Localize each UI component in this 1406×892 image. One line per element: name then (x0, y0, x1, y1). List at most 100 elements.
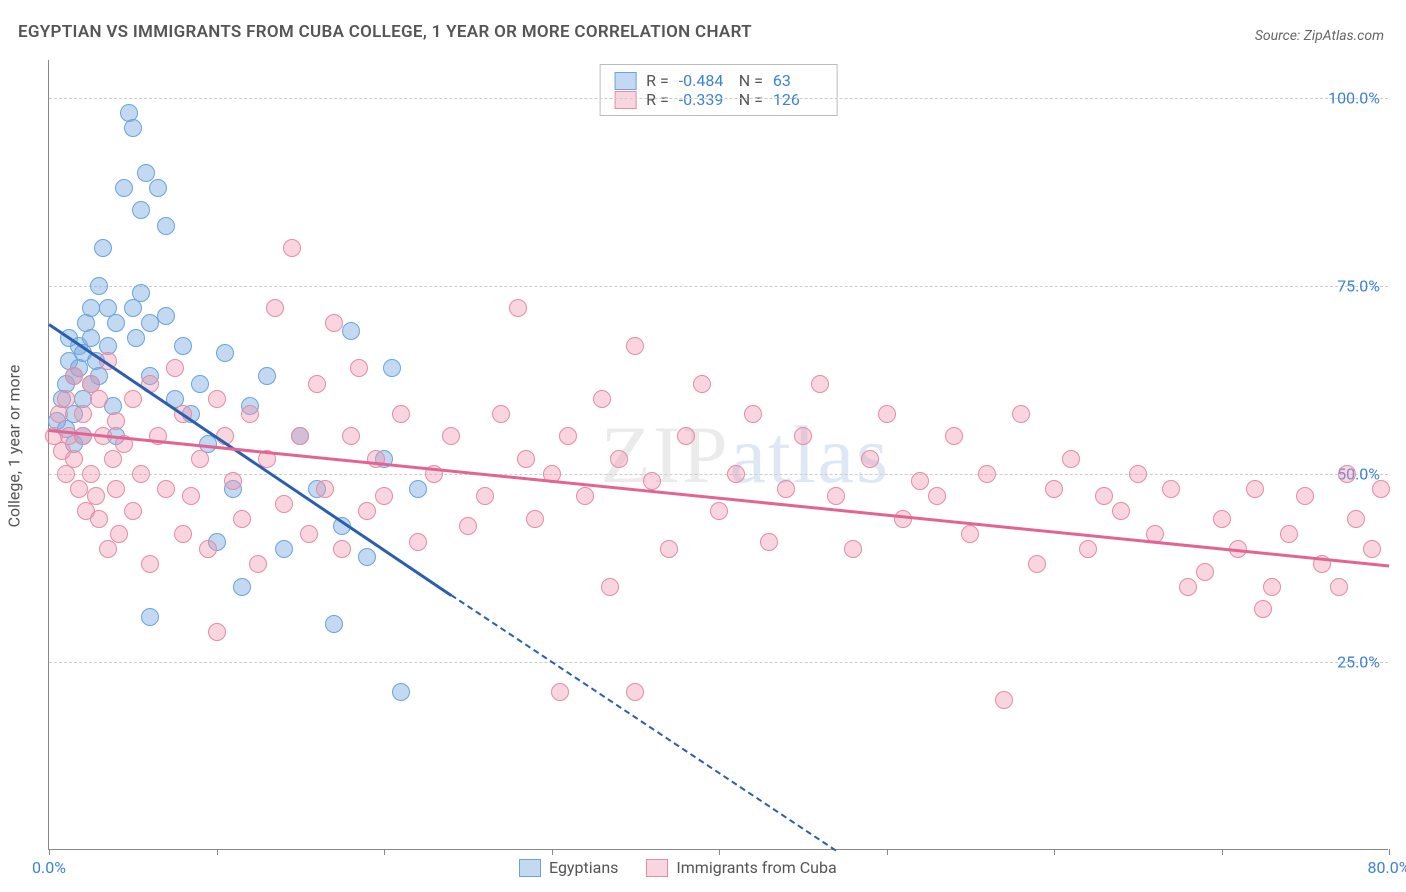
data-point (995, 691, 1013, 709)
data-point (1129, 465, 1147, 483)
data-point (132, 465, 150, 483)
data-point (308, 375, 326, 393)
data-point (275, 495, 293, 513)
stat-n-value: 63 (773, 71, 823, 90)
data-point (1112, 502, 1130, 520)
data-point (157, 307, 175, 325)
data-point (409, 533, 427, 551)
data-point (224, 472, 242, 490)
data-point (811, 375, 829, 393)
legend-swatch-icon (646, 859, 668, 877)
data-point (517, 450, 535, 468)
data-point (90, 390, 108, 408)
data-point (593, 390, 611, 408)
data-point (191, 450, 209, 468)
x-tick (719, 849, 720, 855)
x-tick (1222, 849, 1223, 855)
data-point (409, 480, 427, 498)
data-point (626, 337, 644, 355)
data-point (601, 578, 619, 596)
data-point (65, 450, 83, 468)
data-point (157, 217, 175, 235)
chart-title: EGYPTIAN VS IMMIGRANTS FROM CUBA COLLEGE… (18, 22, 752, 42)
data-point (459, 517, 477, 535)
data-point (166, 359, 184, 377)
data-point (744, 405, 762, 423)
stat-label: N = (739, 90, 763, 109)
data-point (1196, 563, 1214, 581)
gridline (49, 662, 1388, 663)
watermark: ZIPatlas (601, 408, 890, 502)
y-tick-label: 100.0% (1328, 88, 1380, 107)
trend-line-extrapolated (450, 594, 836, 851)
stats-row: R = -0.484 N = 63 (614, 71, 823, 90)
data-point (350, 359, 368, 377)
data-point (104, 450, 122, 468)
x-axis-min-label: 0.0% (32, 858, 66, 877)
data-point (316, 480, 334, 498)
data-point (124, 119, 142, 137)
data-point (107, 412, 125, 430)
data-point (693, 375, 711, 393)
data-point (945, 427, 963, 445)
data-point (127, 329, 145, 347)
data-point (266, 299, 284, 317)
data-point (1363, 540, 1381, 558)
stat-label: R = (646, 90, 669, 109)
data-point (333, 540, 351, 558)
data-point (110, 525, 128, 543)
data-point (760, 533, 778, 551)
x-tick (49, 849, 50, 855)
source-label: Source: ZipAtlas.com (1255, 28, 1384, 44)
stat-r-value: -0.339 (679, 90, 729, 109)
data-point (1254, 600, 1272, 618)
data-point (241, 405, 259, 423)
legend-swatch-icon (614, 91, 636, 109)
data-point (82, 465, 100, 483)
data-point (492, 405, 510, 423)
data-point (1296, 487, 1314, 505)
legend-item: Immigrants from Cuba (646, 858, 836, 877)
data-point (626, 683, 644, 701)
data-point (87, 487, 105, 505)
data-point (107, 480, 125, 498)
data-point (844, 540, 862, 558)
data-point (141, 314, 159, 332)
data-point (82, 299, 100, 317)
data-point (1347, 510, 1365, 528)
data-point (283, 239, 301, 257)
legend-swatch-icon (614, 72, 636, 90)
data-point (1372, 480, 1390, 498)
data-point (65, 367, 83, 385)
data-point (576, 487, 594, 505)
data-point (124, 502, 142, 520)
data-point (208, 390, 226, 408)
legend-swatch-icon (519, 859, 541, 877)
data-point (258, 367, 276, 385)
data-point (827, 487, 845, 505)
data-point (1330, 578, 1348, 596)
y-tick-label: 25.0% (1337, 652, 1380, 671)
x-tick (1054, 849, 1055, 855)
data-point (961, 525, 979, 543)
x-tick (384, 849, 385, 855)
data-point (291, 427, 309, 445)
data-point (878, 405, 896, 423)
data-point (233, 578, 251, 596)
data-point (99, 540, 117, 558)
data-point (208, 623, 226, 641)
data-point (375, 487, 393, 505)
data-point (1162, 480, 1180, 498)
data-point (191, 375, 209, 393)
data-point (392, 683, 410, 701)
data-point (794, 427, 812, 445)
data-point (149, 179, 167, 197)
data-point (174, 337, 192, 355)
data-point (94, 239, 112, 257)
x-tick (552, 849, 553, 855)
data-point (643, 472, 661, 490)
data-point (115, 179, 133, 197)
data-point (141, 555, 159, 573)
data-point (199, 540, 217, 558)
data-point (1095, 487, 1113, 505)
